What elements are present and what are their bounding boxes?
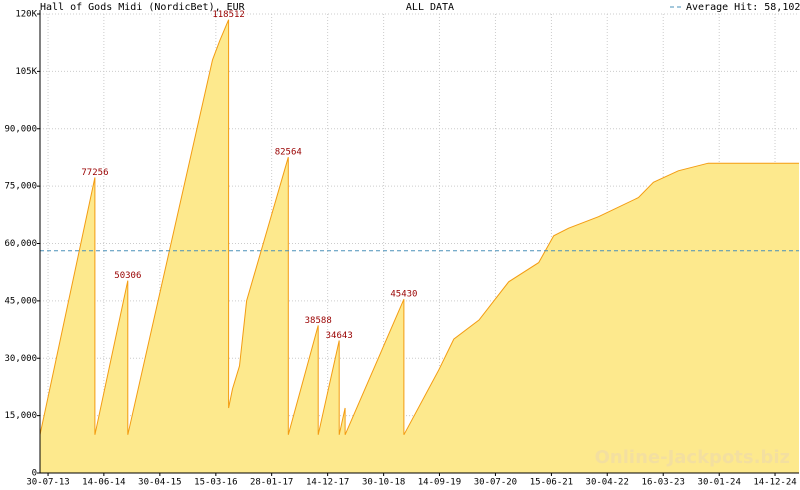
x-tick-label: 14-09-19 [418, 478, 461, 488]
x-tick-label: 30-04-15 [138, 478, 181, 488]
area [40, 19, 799, 473]
data-label: 77256 [81, 168, 108, 178]
line [39, 19, 799, 436]
y-tick-label: 15,000 [4, 411, 37, 421]
x-tick-label: 30-10-18 [362, 478, 405, 488]
y-tick-label: 120K [15, 10, 37, 20]
chart-title: Hall of Gods Midi (NordicBet), EUR [40, 2, 246, 13]
x-tick-label: 14-12-24 [753, 478, 796, 488]
x-tick-label: 16-03-23 [642, 478, 685, 488]
y-tick-label: 75,000 [4, 182, 37, 192]
data-label: 38588 [305, 316, 332, 326]
x-tick-label: 30-07-13 [26, 478, 69, 488]
data-label: 118512 [212, 10, 245, 20]
y-tick-label: 0 [32, 469, 37, 479]
chart-subtitle: ALL DATA [406, 2, 454, 13]
x-tick-label: 15-06-21 [530, 478, 573, 488]
y-tick-label: 60,000 [4, 239, 37, 249]
x-tick-label: 30-07-20 [474, 478, 517, 488]
y-tick-label: 90,000 [4, 124, 37, 134]
x-tick-label: 30-01-24 [698, 478, 741, 488]
x-tick-label: 30-04-22 [586, 478, 629, 488]
legend-label: Average Hit: 58,102 [686, 2, 800, 13]
data-label: 50306 [114, 271, 141, 281]
x-tick-label: 14-06-14 [82, 478, 125, 488]
data-label: 34643 [326, 331, 353, 341]
data-label: 45430 [390, 290, 417, 300]
x-tick-label: 28-01-17 [250, 478, 293, 488]
x-tick-label: 15-03-16 [194, 478, 237, 488]
y-tick-label: 45,000 [4, 296, 37, 306]
watermark: Online-Jackpots.biz [595, 447, 790, 468]
data-label: 82564 [275, 148, 302, 158]
y-tick-label: 30,000 [4, 354, 37, 364]
y-tick-label: 105K [15, 67, 37, 77]
x-tick-label: 14-12-17 [306, 478, 349, 488]
